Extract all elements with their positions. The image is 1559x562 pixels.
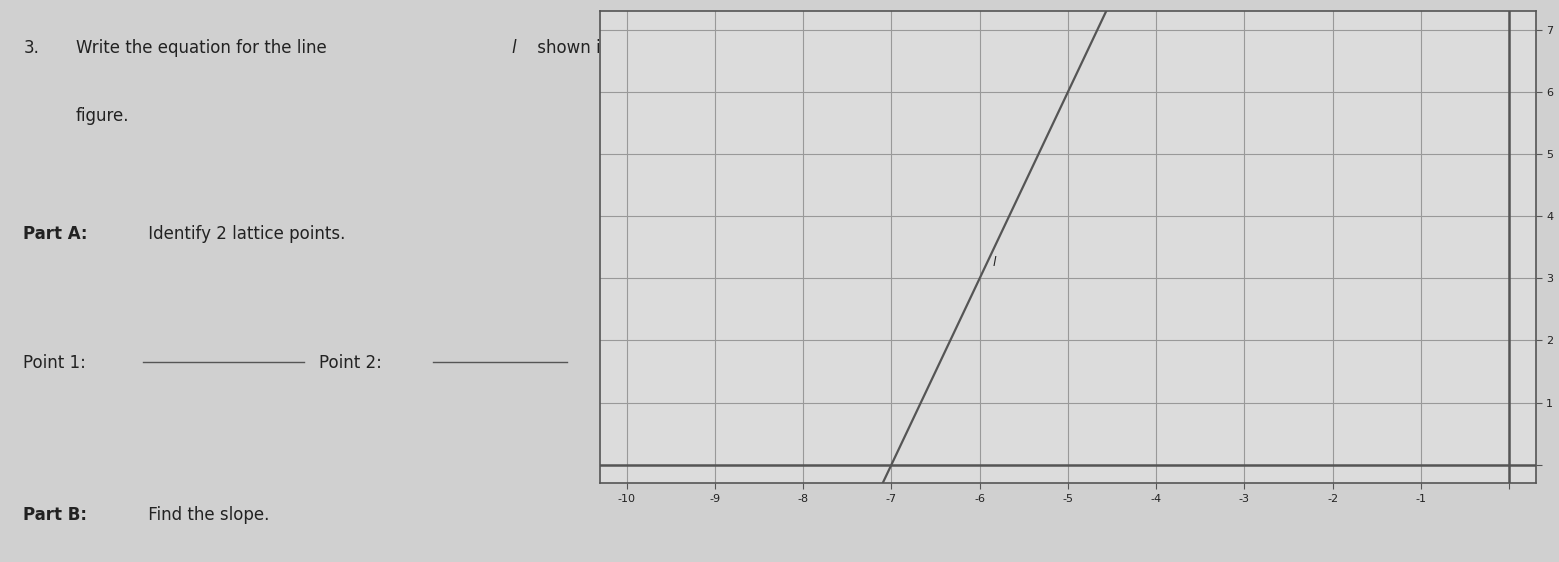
Text: shown in the: shown in the (532, 39, 644, 57)
Text: 3.: 3. (23, 39, 39, 57)
Text: Point 2:: Point 2: (318, 354, 387, 372)
Text: figure.: figure. (76, 107, 129, 125)
Text: Identify 2 lattice points.: Identify 2 lattice points. (143, 225, 346, 243)
Text: l: l (511, 39, 516, 57)
Text: Part B:: Part B: (23, 506, 87, 524)
Text: Part A:: Part A: (23, 225, 87, 243)
Text: Point 1:: Point 1: (23, 354, 92, 372)
Text: l: l (993, 256, 996, 269)
Text: Write the equation for the line: Write the equation for the line (76, 39, 332, 57)
Text: Find the slope.: Find the slope. (143, 506, 270, 524)
